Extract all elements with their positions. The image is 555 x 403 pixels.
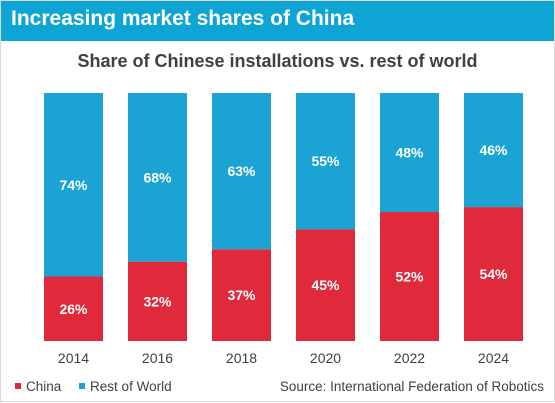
bar-rest-of-world-2016 — [128, 93, 187, 262]
bar-china-2024 — [464, 207, 523, 341]
source-note: Source: International Federation of Robo… — [279, 379, 544, 394]
x-tick-label-2024: 2024 — [478, 350, 509, 366]
x-tick-label-2022: 2022 — [394, 350, 425, 366]
legend-label-rest-of-world: Rest of World — [90, 379, 172, 394]
data-label-china-2014: 26% — [59, 301, 88, 317]
x-tick-label-2018: 2018 — [226, 350, 257, 366]
chart-title: Share of Chinese installations vs. rest … — [77, 51, 478, 71]
legend-item-china: China — [15, 379, 61, 394]
bar-china-2020 — [296, 229, 355, 341]
data-label-rest-of-world-2014: 74% — [59, 177, 88, 193]
data-label-china-2020: 45% — [311, 277, 340, 293]
bar-rest-of-world-2020 — [296, 93, 355, 230]
legend: China Rest of World — [15, 379, 186, 394]
data-label-china-2022: 52% — [395, 269, 424, 285]
legend-item-rest-of-world: Rest of World — [79, 379, 172, 394]
bar-china-2016 — [128, 261, 187, 341]
legend-label-china: China — [26, 379, 62, 394]
x-tick-label-2016: 2016 — [142, 350, 173, 366]
x-tick-label-2020: 2020 — [310, 350, 341, 366]
header-banner: Increasing market shares of China — [1, 1, 554, 41]
data-label-rest-of-world-2022: 48% — [395, 145, 424, 161]
x-tick-label-2014: 2014 — [58, 350, 89, 366]
bar-china-2014 — [44, 276, 103, 341]
data-label-rest-of-world-2018: 63% — [227, 163, 256, 179]
data-label-rest-of-world-2016: 68% — [143, 169, 172, 185]
bar-china-2018 — [212, 249, 271, 341]
bar-rest-of-world-2022 — [380, 93, 439, 213]
data-label-china-2016: 32% — [143, 293, 172, 309]
legend-swatch-china — [15, 383, 21, 390]
bar-rest-of-world-2024 — [464, 93, 523, 208]
bar-rest-of-world-2018 — [212, 93, 271, 250]
legend-swatch-rest-of-world — [79, 383, 86, 390]
bar-china-2022 — [380, 212, 439, 341]
banner-title: Increasing market shares of China — [11, 7, 355, 30]
data-label-rest-of-world-2024: 46% — [479, 142, 508, 158]
bar-rest-of-world-2014 — [44, 93, 103, 277]
data-label-rest-of-world-2020: 55% — [311, 153, 340, 169]
data-label-china-2024: 54% — [479, 266, 508, 282]
data-label-china-2018: 37% — [227, 287, 256, 303]
